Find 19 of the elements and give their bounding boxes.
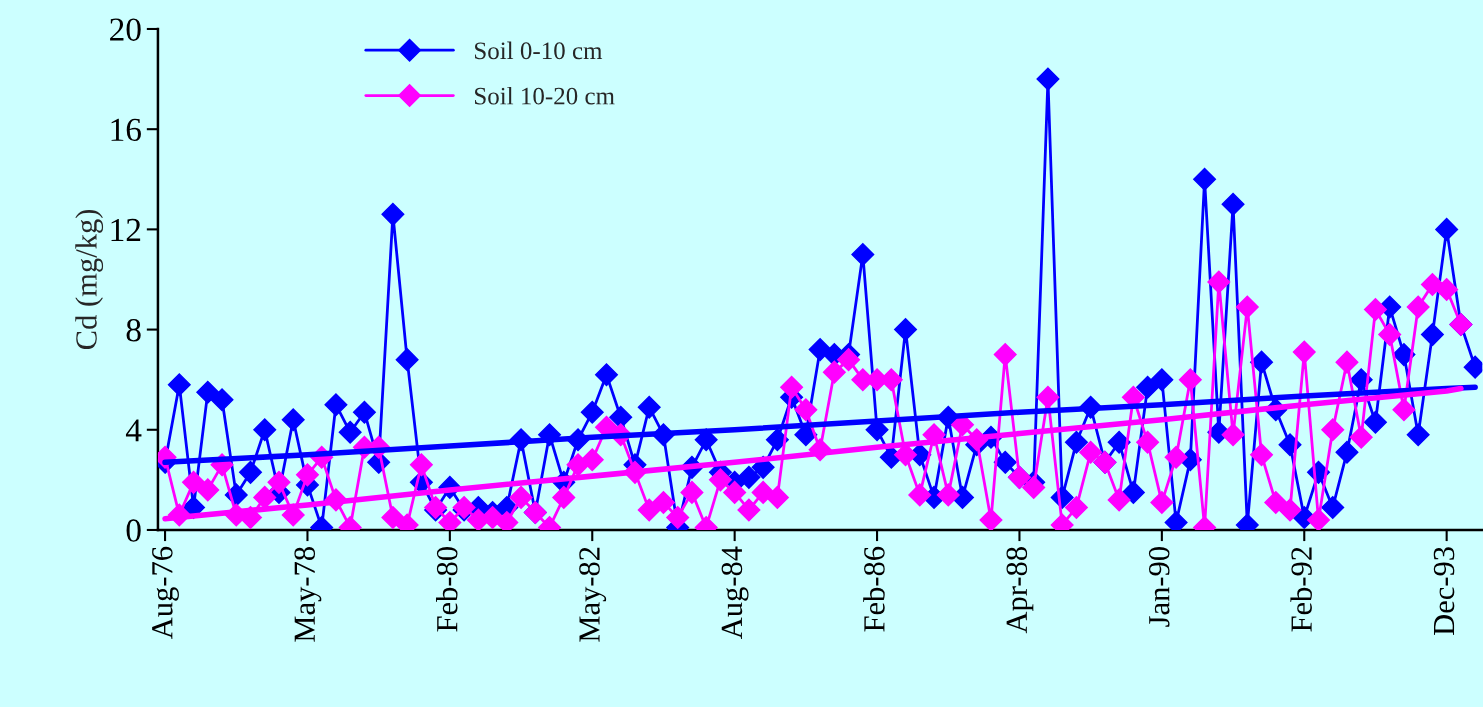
x-tick-label: Jan-90 (1148, 547, 1170, 627)
y-tick-label: 20 (110, 18, 141, 41)
y-axis-title: Cd (mg/kg) (75, 209, 104, 350)
y-tick-label: 12 (111, 218, 141, 241)
y-tick-label: 0 (126, 519, 141, 542)
x-tick-label: Feb-86 (863, 546, 885, 632)
x-tick-label: Apr-88 (1006, 547, 1034, 634)
legend-label: Soil 10-20 cm (475, 86, 615, 105)
x-tick-label: Aug-84 (721, 546, 749, 639)
x-tick-label: May-82 (579, 547, 607, 642)
x-tick-label: Feb-92 (1290, 547, 1312, 632)
y-tick-label: 8 (126, 318, 141, 342)
y-tick-label: 4 (125, 419, 142, 442)
x-tick-label: Aug-76 (152, 546, 179, 639)
x-tick-label: Dec-93 (1433, 547, 1455, 635)
legend-label: Soil 0-10 cm (475, 41, 603, 60)
x-tick-label: Feb-80 (436, 547, 458, 632)
x-tick-label: May-78 (294, 547, 322, 642)
y-tick-label: 16 (111, 118, 141, 142)
